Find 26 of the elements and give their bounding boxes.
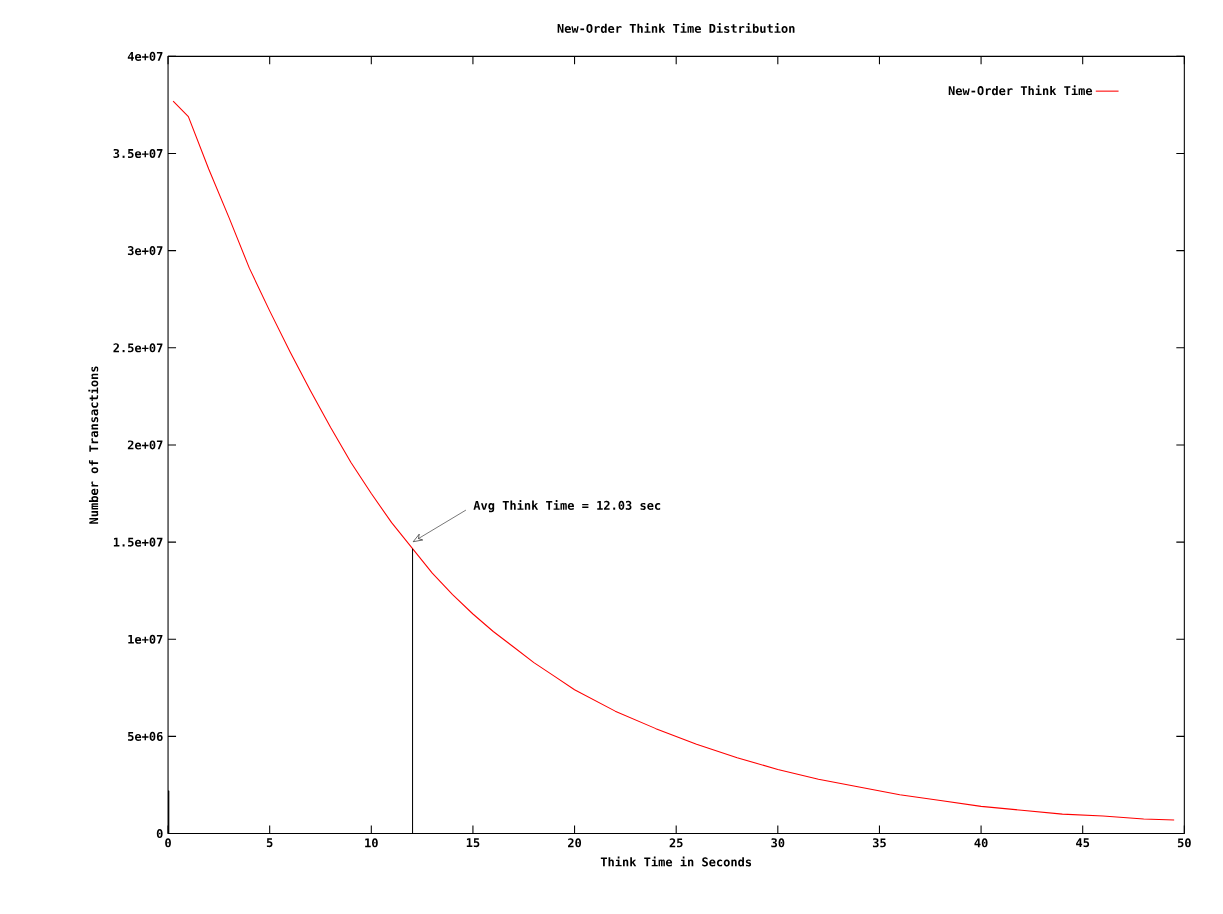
x-tick-label: 30	[771, 838, 785, 848]
annotation: Avg Think Time = 12.03 sec	[473, 500, 661, 513]
y-tick-label: 3.5e+07	[113, 149, 163, 159]
x-tick-label: 50	[1177, 838, 1191, 848]
line-series	[172, 100, 1175, 821]
x-tick-label: 40	[974, 838, 988, 848]
x-axis-title: Think Time in Seconds	[600, 856, 752, 867]
y-tick-label: 2e+07	[127, 440, 163, 450]
x-tick-label: 5	[266, 838, 273, 848]
y-tick-label: 4e+07	[127, 52, 163, 62]
x-tick-label: 15	[466, 838, 480, 848]
y-tick-label: 3e+07	[127, 246, 163, 256]
x-tick-label: 45	[1076, 838, 1090, 848]
y-tick-label: 1e+07	[128, 634, 163, 644]
y-tick-label: 1.5e+07	[113, 537, 163, 547]
y-tick-label: 5e+06	[128, 732, 163, 742]
y-tick-label: 0	[156, 829, 163, 839]
chart-title: New-Order Think Time Distribution	[557, 23, 795, 34]
y-tick-label: 2.5e+07	[113, 343, 163, 353]
x-tick-label: 20	[568, 838, 582, 848]
x-tick-label: 0	[165, 838, 171, 848]
x-tick-label: 25	[669, 838, 683, 848]
legend-label: New-Order Think Time	[948, 85, 1093, 96]
x-tick-label: 35	[872, 838, 886, 848]
y-axis-title: Number of Transactions	[88, 366, 99, 524]
x-tick-label: 10	[365, 838, 378, 848]
